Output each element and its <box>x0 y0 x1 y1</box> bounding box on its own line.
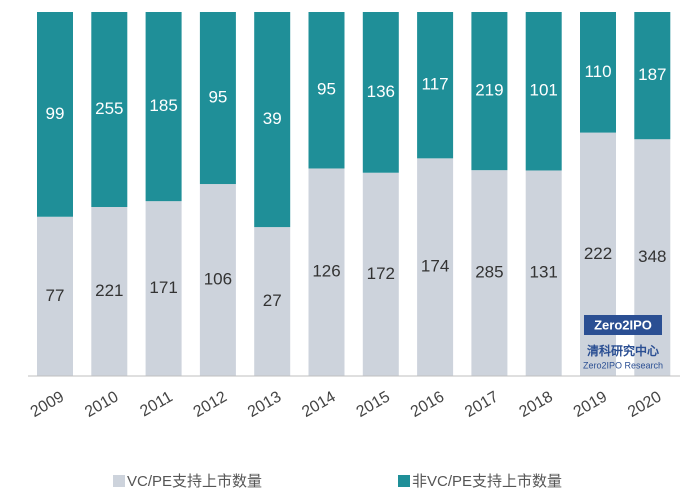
x-tick-label: 2018 <box>516 388 555 421</box>
value-label: 131 <box>530 263 558 282</box>
bar-segment <box>37 216 73 376</box>
logo: Zero2IPO 清科研究中心 Zero2IPO Research <box>583 315 663 370</box>
value-label: 110 <box>584 62 611 81</box>
value-label: 95 <box>317 80 336 99</box>
bar-segment <box>145 201 182 376</box>
value-label: 95 <box>208 88 227 107</box>
x-tick-label: 2009 <box>28 388 67 421</box>
bar-segment <box>634 139 671 376</box>
bar-segment <box>362 12 399 173</box>
bar-segment <box>362 172 399 376</box>
x-tick-label: 2011 <box>137 388 175 420</box>
x-tick-label: 2010 <box>82 388 121 421</box>
legend-label: VC/PE支持上市数量 <box>127 473 262 490</box>
bar-segment <box>91 207 128 376</box>
value-label: 171 <box>149 278 177 297</box>
value-label: 106 <box>204 270 232 289</box>
bar-segment <box>254 227 291 376</box>
bar-segment <box>471 170 508 376</box>
value-label: 39 <box>263 109 282 128</box>
logo-caption: 清科研究中心 <box>587 343 659 358</box>
value-label: 174 <box>421 257 449 276</box>
bar-segment <box>580 12 616 133</box>
value-label: 172 <box>367 264 395 283</box>
bar-segment <box>580 132 616 376</box>
value-label: 126 <box>312 262 340 281</box>
x-tick-label: 2016 <box>408 388 447 421</box>
bar-segment <box>145 12 182 202</box>
bar-segment <box>308 168 345 376</box>
bar-segment <box>254 12 291 228</box>
bar-segment <box>525 170 562 376</box>
value-label: 99 <box>46 104 65 123</box>
bar-segment <box>37 12 73 217</box>
value-label: 136 <box>367 82 395 101</box>
legend-label: 非VC/PE支持上市数量 <box>412 473 562 490</box>
value-label: 77 <box>46 286 65 305</box>
value-label: 285 <box>475 263 503 282</box>
value-label: 348 <box>638 247 666 266</box>
x-tick-label: 2019 <box>571 388 610 421</box>
value-label: 219 <box>475 81 503 100</box>
legend-swatch <box>113 475 125 487</box>
value-label: 187 <box>638 65 666 84</box>
x-tick-label: 2014 <box>299 388 338 421</box>
legend-swatch <box>398 475 410 487</box>
logo-subcaption: Zero2IPO Research <box>583 360 663 370</box>
bar-segment <box>417 12 454 159</box>
value-label: 221 <box>95 281 123 300</box>
logo-box <box>584 315 662 335</box>
value-label: 101 <box>530 81 558 100</box>
logo-text: Zero2IPO <box>594 317 652 332</box>
value-label: 27 <box>263 291 282 310</box>
value-label: 255 <box>95 99 123 118</box>
value-label: 185 <box>149 96 177 115</box>
bar-segment <box>91 12 128 207</box>
x-tick-label: 2012 <box>191 388 230 421</box>
bar-segment <box>417 158 454 376</box>
bar-segment <box>471 12 508 171</box>
value-label: 222 <box>584 244 612 263</box>
x-tick-label: 2020 <box>625 388 664 421</box>
bar-segment <box>199 12 236 185</box>
x-tick-label: 2017 <box>462 388 501 421</box>
value-label: 117 <box>422 75 449 94</box>
x-tick-label: 2015 <box>354 388 393 421</box>
bar-segment <box>308 12 345 169</box>
bar-segment <box>525 12 562 171</box>
bar-segment <box>634 12 671 140</box>
x-tick-label: 2013 <box>245 388 284 421</box>
bar-segment <box>199 184 236 376</box>
